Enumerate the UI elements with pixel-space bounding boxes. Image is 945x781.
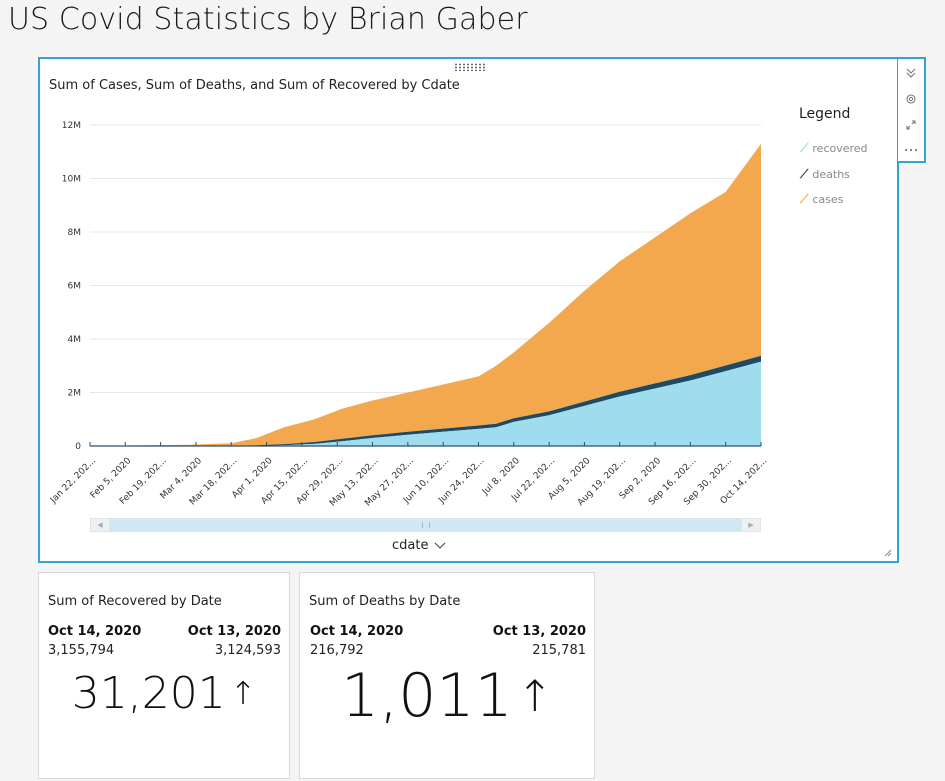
kpi-previous-value: 215,781 [532,643,586,658]
x-axis-scrollbar[interactable]: ◀ ▶ [90,518,761,532]
gear-icon[interactable] [900,88,922,110]
legend-item-deaths[interactable]: ⟋ deaths [800,167,850,182]
kpi-change-value: 1,011 [341,661,513,731]
y-tick-label: 12M [62,121,81,131]
y-tick-label: 2M [68,389,82,399]
kpi-change: 1,011↑ [300,661,594,731]
kpi-previous-date: Oct 13, 2020 [187,624,281,639]
drag-handle-icon[interactable] [454,63,486,71]
kpi-previous-date: Oct 13, 2020 [492,624,586,639]
legend-label: cases [812,193,844,206]
line-legend-icon: ⟋ [800,167,809,181]
scroll-grip-icon[interactable] [421,522,430,528]
visual-title: Sum of Cases, Sum of Deaths, and Sum of … [49,78,460,93]
kpi-recovered-card[interactable]: Sum of Recovered by Date Oct 14, 2020 3,… [38,572,290,779]
kpi-current-value: 3,155,794 [48,643,115,658]
legend-item-cases[interactable]: ⟋ cases [800,192,843,207]
kpi-title: Sum of Recovered by Date [48,594,222,609]
legend-title: Legend [799,106,851,122]
y-tick-label: 0 [75,442,81,452]
up-arrow-icon: ↑ [229,676,257,713]
line-legend-icon: ⟋ [800,141,809,155]
x-axis-title: cdate [392,538,429,553]
collapse-menu-icon[interactable] [900,62,922,84]
chevron-down-icon [435,542,446,549]
legend-label: deaths [812,168,850,181]
y-tick-label: 8M [68,228,82,238]
series-area-recovered [90,361,761,446]
kpi-change: 31,201 ↑ [39,668,289,719]
kpi-current-value: 216,792 [310,643,364,658]
y-tick-label: 6M [68,282,82,292]
line-legend-icon: ⟋ [800,192,809,206]
x-axis-field-well[interactable]: cdate [392,538,446,553]
y-tick-label: 4M [68,335,82,345]
legend-item-recovered[interactable]: ⟋ recovered [800,141,868,156]
kpi-deaths-card[interactable]: Sum of Deaths by Date Oct 14, 2020 216,7… [299,572,595,779]
kpi-previous-value: 3,124,593 [214,643,281,658]
kpi-title: Sum of Deaths by Date [309,594,461,609]
more-options-icon[interactable] [900,139,922,161]
kpi-current-date: Oct 14, 2020 [310,624,404,639]
scroll-right-icon[interactable]: ▶ [748,521,754,529]
series-area-cases [90,143,761,446]
scroll-thumb[interactable] [109,519,742,531]
y-tick-label: 10M [62,175,81,185]
up-arrow-icon: ↑ [516,671,553,722]
x-tick-label: Jan 22, 202... [48,456,98,506]
resize-icon[interactable] [884,549,892,557]
line-chart-visual[interactable]: Sum of Cases, Sum of Deaths, and Sum of … [38,57,899,563]
page-title: US Covid Statistics by Brian Gaber [8,2,528,37]
scroll-left-icon[interactable]: ◀ [97,521,103,529]
expand-icon[interactable] [900,114,922,136]
legend-label: recovered [812,142,868,155]
kpi-current-date: Oct 14, 2020 [48,624,142,639]
visual-toolbar [898,57,926,163]
kpi-change-value: 31,201 [71,668,226,719]
